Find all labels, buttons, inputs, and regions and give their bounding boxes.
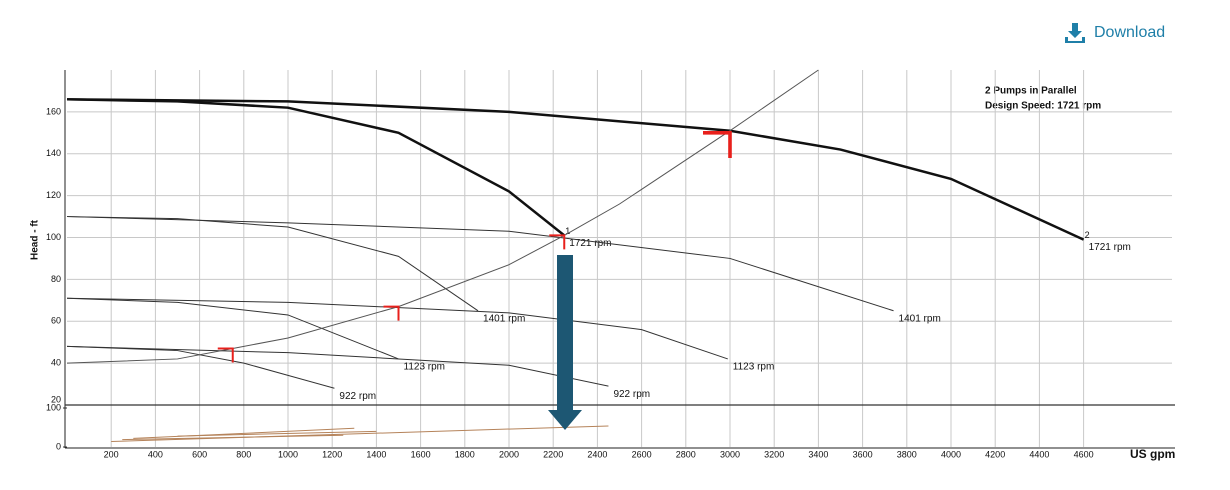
y-tick-label: 80 <box>51 274 61 284</box>
operating-point <box>383 305 400 321</box>
x-tick-label: 4200 <box>985 449 1005 459</box>
x-tick-label: 800 <box>236 449 251 459</box>
curve-tag: 1 <box>565 226 570 236</box>
x-tick-label: 1200 <box>322 449 342 459</box>
annotation: Design Speed: 1721 rpm <box>985 101 1101 112</box>
curve <box>133 427 355 439</box>
annotation: 2 Pumps in Parallel <box>985 86 1077 97</box>
curve-label: 922 rpm <box>339 391 376 402</box>
curve <box>177 430 377 437</box>
x-tick-label: 1800 <box>455 449 475 459</box>
operating-point <box>549 234 566 250</box>
download-button[interactable]: Download <box>1064 22 1165 44</box>
x-tick-label: 3200 <box>764 449 784 459</box>
curve-label: 922 rpm <box>613 389 650 400</box>
x-tick-label: 2600 <box>632 449 652 459</box>
download-icon <box>1065 23 1085 43</box>
curve <box>66 216 894 312</box>
x-tick-label: 200 <box>104 449 119 459</box>
curve-tag: 2 <box>1085 230 1090 240</box>
x-tick-label: 1600 <box>411 449 431 459</box>
y-tick-label: 120 <box>46 190 61 200</box>
y-tick-label: 40 <box>51 358 61 368</box>
curve-label: 1401 rpm <box>899 313 941 324</box>
download-label: Download <box>1094 24 1166 41</box>
y-tick-label: 20 <box>51 394 61 404</box>
curve <box>66 98 566 237</box>
x-tick-label: 2000 <box>499 449 519 459</box>
x-tick-label: 400 <box>148 449 163 459</box>
x-tick-label: 1400 <box>366 449 386 459</box>
x-tick-label: 600 <box>192 449 207 459</box>
x-tick-label: 3600 <box>853 449 873 459</box>
x-axis-label: US gpm <box>1130 447 1175 461</box>
x-tick-label: 2400 <box>587 449 607 459</box>
x-tick-label: 2200 <box>543 449 563 459</box>
curve-label: 1401 rpm <box>483 313 525 324</box>
x-tick-label: 3000 <box>720 449 740 459</box>
x-tick-label: 4600 <box>1074 449 1094 459</box>
arrow <box>548 255 582 430</box>
curve <box>66 69 819 364</box>
curve <box>66 216 479 312</box>
y-tick-label: 100 <box>46 232 61 242</box>
y-axis-label: Head - ft <box>30 219 41 260</box>
x-tick-label: 3800 <box>897 449 917 459</box>
curve-label: 1123 rpm <box>733 362 775 373</box>
curve <box>122 434 344 441</box>
curve <box>66 98 1085 241</box>
operating-point <box>703 131 732 159</box>
curve <box>66 297 399 360</box>
x-tick-label: 3400 <box>808 449 828 459</box>
x-tick-label: 4400 <box>1029 449 1049 459</box>
y-tick-label: 60 <box>51 316 61 326</box>
curve <box>66 345 609 387</box>
x-tick-label: 4000 <box>941 449 961 459</box>
curve <box>66 297 728 360</box>
curve-label: 1721 rpm <box>569 238 611 249</box>
curve-label: 1123 rpm <box>404 362 446 373</box>
y-tick-label: 160 <box>46 106 61 116</box>
x-tick-label: 1000 <box>278 449 298 459</box>
y-tick-label: 100 <box>46 402 61 412</box>
y-tick-label: 0 <box>56 441 61 451</box>
y-tick-label: 140 <box>46 148 61 158</box>
curve <box>111 425 609 443</box>
curve <box>66 345 335 389</box>
operating-point <box>217 347 234 363</box>
x-tick-label: 2800 <box>676 449 696 459</box>
curve-label: 1721 rpm <box>1089 242 1131 253</box>
